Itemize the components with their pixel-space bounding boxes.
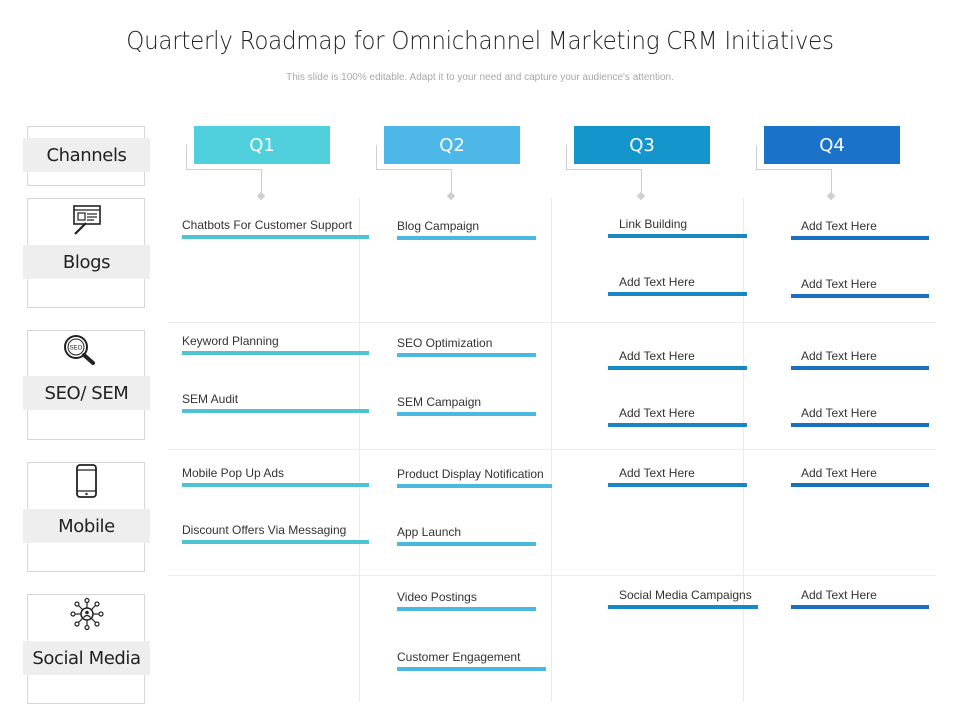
task-item: Product Display Notification (397, 467, 552, 488)
svg-text:SEO: SEO (70, 346, 83, 352)
smartphone-icon (76, 464, 97, 498)
seo-search-icon: SEO (64, 335, 95, 365)
task-item: SEM Audit (182, 392, 369, 413)
task-item: Keyword Planning (182, 334, 369, 355)
task-item: Mobile Pop Up Ads (182, 466, 369, 487)
grid-divider (743, 198, 744, 702)
task-item: Add Text Here (791, 466, 929, 487)
task-item: Add Text Here (791, 219, 929, 240)
row-divider (168, 449, 936, 450)
task-item: Customer Engagement (397, 650, 546, 671)
quarter-header-q4: Q4 (764, 126, 900, 164)
task-item: Add Text Here (608, 466, 747, 487)
task-item: Add Text Here (608, 406, 747, 427)
task-item: Add Text Here (791, 349, 929, 370)
quarter-header-q2: Q2 (384, 126, 520, 164)
row-divider (168, 575, 936, 576)
task-item: App Launch (397, 525, 536, 546)
channel-label-seo: SEO/ SEM (23, 376, 150, 410)
task-item: Social Media Campaigns (608, 588, 758, 609)
social-network-icon (70, 597, 104, 631)
channel-label-mobile: Mobile (23, 509, 150, 543)
task-item: Add Text Here (608, 275, 747, 296)
channel-label-blogs: Blogs (23, 245, 150, 279)
task-item: Add Text Here (791, 277, 929, 298)
task-item: Add Text Here (608, 349, 747, 370)
row-divider (168, 322, 936, 323)
task-item: Add Text Here (791, 406, 929, 427)
grid-divider (551, 198, 552, 702)
task-item: Chatbots For Customer Support (182, 218, 369, 239)
grid-divider (359, 198, 360, 702)
channels-header: Channels (23, 138, 150, 172)
task-item: SEM Campaign (397, 395, 536, 416)
quarter-header-q3: Q3 (574, 126, 710, 164)
task-item: Add Text Here (791, 588, 929, 609)
quarter-header-q1: Q1 (194, 126, 330, 164)
blog-document-icon (73, 205, 101, 235)
channel-label-social: Social Media (23, 641, 150, 675)
page-subtitle: This slide is 100% editable. Adapt it to… (286, 72, 674, 83)
page-title: Quarterly Roadmap for Omnichannel Market… (126, 26, 834, 55)
task-item: Discount Offers Via Messaging (182, 523, 369, 544)
task-item: Link Building (608, 217, 747, 238)
task-item: Blog Campaign (397, 219, 536, 240)
task-item: SEO Optimization (397, 336, 536, 357)
task-item: Video Postings (397, 590, 536, 611)
